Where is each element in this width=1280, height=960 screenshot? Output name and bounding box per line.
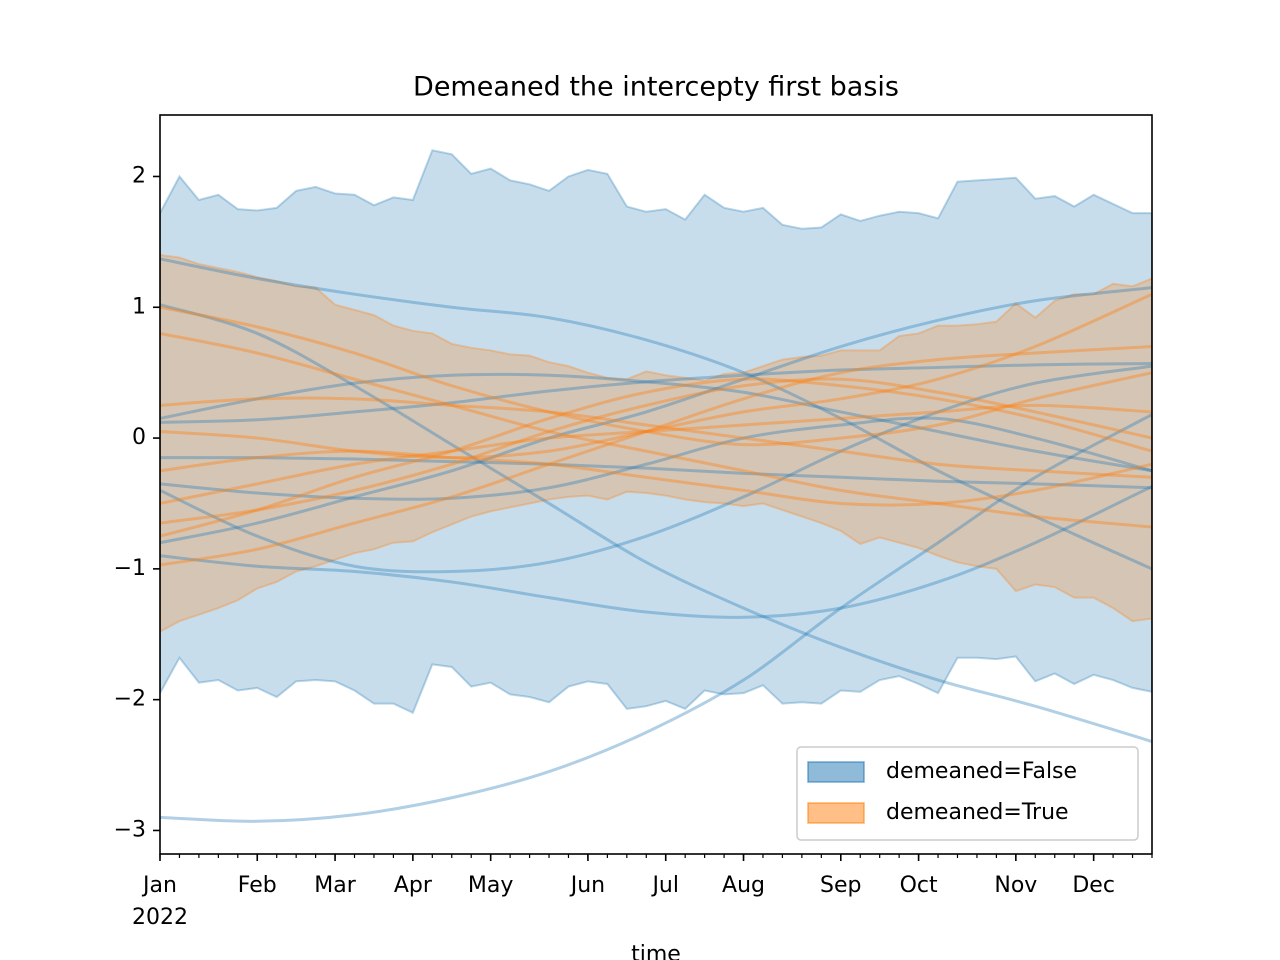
x-tick-label: May (468, 873, 513, 898)
y-tick-label: −1 (114, 556, 146, 581)
y-tick-label: 2 (132, 163, 146, 188)
chart-title: Demeaned the intercepty first basis (413, 72, 899, 103)
line (160, 303, 1152, 743)
line (160, 485, 1152, 619)
plot-area (160, 149, 1152, 823)
y-tick-label: −2 (114, 687, 146, 712)
line (160, 305, 1152, 447)
line (160, 364, 1152, 574)
x-tick-label: Jul (650, 873, 679, 898)
x-tick-label: Jun (569, 873, 605, 898)
legend-label: demeaned=True (886, 800, 1069, 825)
line (160, 413, 1152, 823)
plot-frame (159, 114, 1153, 855)
legend-swatch (807, 802, 865, 824)
legend-label: demeaned=False (886, 759, 1077, 784)
line (160, 345, 1152, 567)
x-tick-label: Apr (394, 873, 433, 898)
line (160, 449, 1152, 507)
line (160, 396, 1152, 479)
line (160, 377, 1152, 525)
line (160, 362, 1152, 424)
x-axis-label: time (631, 942, 681, 960)
x-tick-label: Aug (722, 873, 765, 898)
line (160, 377, 1152, 538)
y-tick-label: −3 (114, 817, 146, 842)
x-tick-label: Jan (141, 873, 177, 898)
line (160, 416, 1152, 501)
x-tick-label: Nov (994, 873, 1037, 898)
x-tick-label: Dec (1072, 873, 1115, 898)
y-tick-label: 0 (132, 425, 146, 450)
y-tick-label: 1 (132, 294, 146, 319)
legend-frame (796, 746, 1139, 841)
line (160, 403, 1152, 505)
x-year-label: 2022 (132, 905, 188, 930)
legend: demeaned=False demeaned=True (796, 746, 1139, 841)
line (160, 257, 1152, 571)
x-tick-label: Feb (238, 873, 277, 898)
legend-swatch (807, 761, 865, 783)
band (160, 253, 1152, 633)
line (160, 292, 1152, 460)
line (160, 372, 1152, 473)
line (160, 286, 1152, 545)
line (160, 331, 1152, 529)
band (160, 149, 1152, 715)
line (160, 456, 1152, 490)
x-tick-label: Oct (900, 873, 938, 898)
x-tick-label: Sep (820, 873, 861, 898)
x-tick-label: Mar (314, 873, 356, 898)
